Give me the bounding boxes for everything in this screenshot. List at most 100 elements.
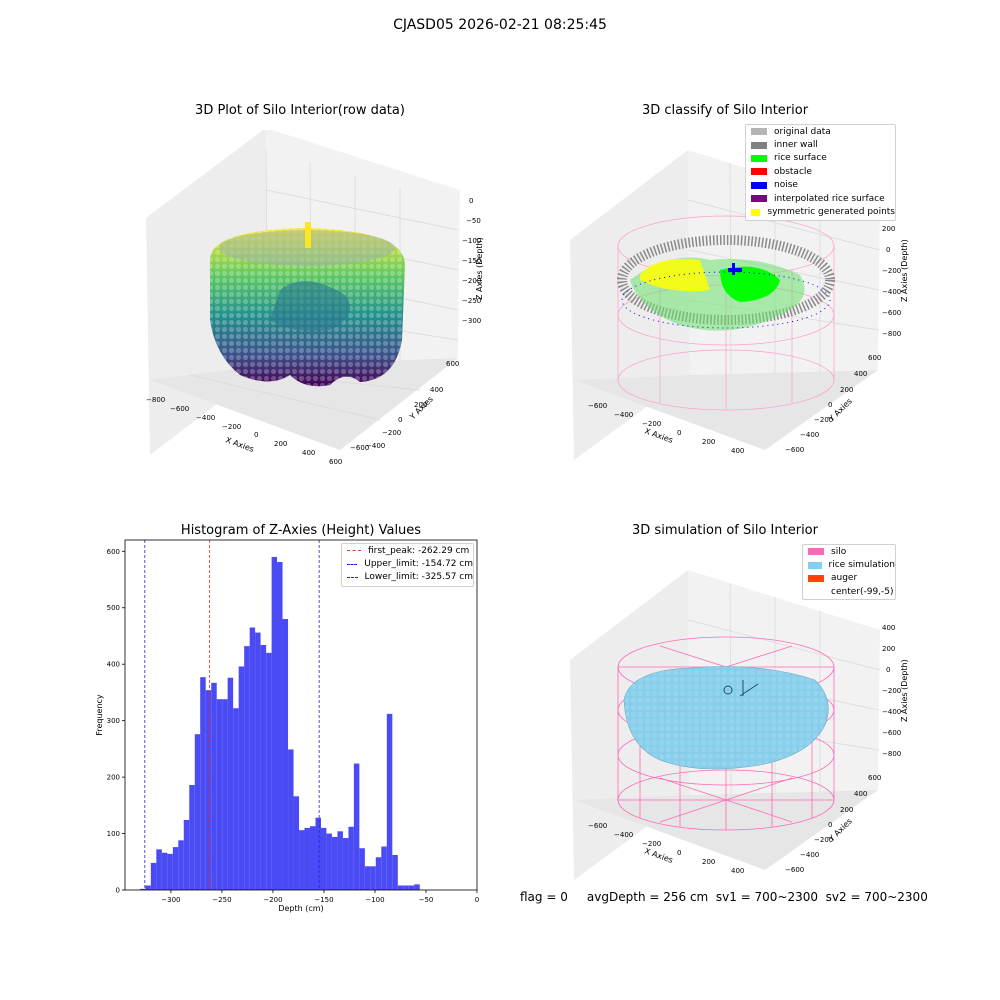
legend-label: original data bbox=[774, 126, 831, 137]
legend-item: silo bbox=[803, 545, 895, 558]
sim-z-ticks: 400 200 0 −200 −400 −600 −800 bbox=[882, 624, 901, 758]
x-tick: −200 bbox=[642, 840, 661, 848]
legend-label: obstacle bbox=[774, 166, 812, 177]
x-tick-label: −150 bbox=[314, 896, 333, 904]
x-tick: −600 bbox=[588, 822, 607, 830]
histogram-x-ticks: −300 −250 −200 −150 −100 −50 0 bbox=[161, 890, 479, 904]
legend-label: auger bbox=[831, 573, 858, 584]
histogram-bar bbox=[271, 556, 278, 890]
simulation-3d-plot: −600 −400 −200 0 200 400 X Axies 600 400… bbox=[570, 570, 909, 880]
z-tick: −400 bbox=[882, 288, 901, 296]
y-tick: −200 bbox=[382, 429, 401, 437]
legend-item: center(-99,-5) bbox=[803, 585, 895, 598]
raw-xlabel: X Axies bbox=[224, 435, 255, 454]
legend-item: interpolated rice surface bbox=[746, 192, 895, 205]
x-tick: −400 bbox=[196, 414, 215, 422]
z-tick: −800 bbox=[882, 330, 901, 338]
histogram-bar bbox=[227, 677, 234, 890]
raw-ylabel: Y Axies bbox=[407, 395, 435, 423]
y-tick: 200 bbox=[414, 401, 427, 409]
classify-x-ticks: −600 −400 −200 0 200 400 bbox=[588, 402, 744, 455]
legend-item: symmetric generated points bbox=[746, 205, 895, 218]
histogram-bar bbox=[326, 833, 332, 890]
sim-x-ticks: −600 −400 −200 0 200 400 bbox=[588, 822, 744, 875]
histogram-bar bbox=[342, 838, 349, 890]
classify-xlabel: X Axies bbox=[643, 426, 674, 445]
histogram-bar bbox=[315, 817, 321, 890]
raw-pane-floor bbox=[150, 358, 458, 450]
y-tick: 600 bbox=[868, 354, 881, 362]
y-tick: −400 bbox=[800, 851, 819, 859]
histogram-bar bbox=[392, 855, 398, 890]
y-tick: −400 bbox=[800, 431, 819, 439]
histogram-bar bbox=[145, 885, 151, 890]
histogram-bar bbox=[183, 820, 190, 890]
legend-label: Upper_limit: -154.72 cm bbox=[364, 559, 473, 570]
x-tick: 600 bbox=[329, 458, 342, 466]
histogram-bar bbox=[403, 885, 409, 890]
simulation-legend: silo rice simulation auger center(-99,-5… bbox=[802, 544, 896, 600]
raw-x-ticks: −800 −600 −400 −200 0 200 400 600 bbox=[146, 396, 342, 466]
x-tick-label: −200 bbox=[263, 896, 282, 904]
histogram-bar bbox=[320, 827, 327, 890]
z-tick: 0 bbox=[886, 666, 890, 674]
y-tick-label: 100 bbox=[107, 830, 120, 838]
histogram-legend: first_peak: -262.29 cm Upper_limit: -154… bbox=[341, 543, 474, 587]
histogram-bar bbox=[408, 885, 415, 890]
raw-z-ticks: 0 −50 −100 −150 −200 −250 −300 bbox=[462, 197, 481, 325]
sim-rice-surface bbox=[623, 666, 829, 770]
x-tick-label: 0 bbox=[475, 896, 479, 904]
histogram-bar bbox=[172, 847, 179, 890]
z-tick: −600 bbox=[882, 729, 901, 737]
legend-label: rice simulation bbox=[828, 560, 895, 571]
x-tick-label: −300 bbox=[161, 896, 180, 904]
histogram-bar bbox=[150, 862, 157, 890]
legend-label: rice surface bbox=[774, 153, 827, 164]
y-tick: −200 bbox=[814, 416, 833, 424]
legend-swatch bbox=[347, 550, 361, 552]
histogram-bar bbox=[353, 763, 360, 890]
histogram-bar bbox=[414, 884, 420, 890]
x-tick-label: −50 bbox=[419, 896, 434, 904]
simulation-plot-title: 3D simulation of Silo Interior bbox=[632, 523, 818, 538]
histogram-bar bbox=[277, 562, 283, 890]
y-tick-label: 300 bbox=[107, 717, 120, 725]
histogram-bar bbox=[266, 652, 272, 890]
classify-3d-plot: −600 −400 −200 0 200 400 X Axies 600 400… bbox=[570, 150, 909, 460]
legend-label: noise bbox=[774, 180, 798, 191]
raw-point-cloud bbox=[210, 222, 405, 387]
y-tick: −200 bbox=[814, 836, 833, 844]
z-tick: −800 bbox=[882, 750, 901, 758]
legend-swatch bbox=[808, 548, 824, 556]
y-tick: 0 bbox=[398, 416, 402, 424]
legend-swatch bbox=[751, 181, 767, 189]
histogram-bar bbox=[161, 852, 168, 890]
classify-legend: original data inner wall rice surface ob… bbox=[745, 124, 896, 221]
histogram-bar bbox=[370, 866, 376, 890]
z-tick: 200 bbox=[882, 225, 895, 233]
histogram-bar bbox=[205, 690, 212, 890]
legend-swatch bbox=[347, 563, 358, 565]
legend-item: original data bbox=[746, 125, 895, 138]
legend-label: inner wall bbox=[774, 140, 818, 151]
histogram-frame bbox=[124, 539, 478, 891]
histogram-bar bbox=[216, 699, 223, 890]
histogram-bar bbox=[260, 645, 267, 890]
histogram-bar bbox=[167, 853, 173, 890]
y-tick: 0 bbox=[828, 821, 832, 829]
z-tick: 0 bbox=[469, 197, 473, 205]
raw-zlabel: Z Axies (Depth) bbox=[475, 237, 484, 300]
histogram-bar bbox=[293, 796, 300, 890]
legend-item: inner wall bbox=[746, 138, 895, 151]
legend-swatch bbox=[808, 588, 824, 595]
y-tick-label: 600 bbox=[107, 548, 120, 556]
z-tick: −300 bbox=[462, 317, 481, 325]
z-tick: −250 bbox=[462, 297, 481, 305]
legend-item: rice surface bbox=[746, 152, 895, 165]
y-tick-label: 0 bbox=[116, 887, 120, 895]
x-tick: 400 bbox=[731, 447, 744, 455]
z-tick: −600 bbox=[882, 309, 901, 317]
histogram-bar bbox=[309, 826, 316, 890]
z-tick: 400 bbox=[882, 624, 895, 632]
status-line: flag = 0 avgDepth = 256 cm sv1 = 700~230… bbox=[520, 890, 928, 904]
